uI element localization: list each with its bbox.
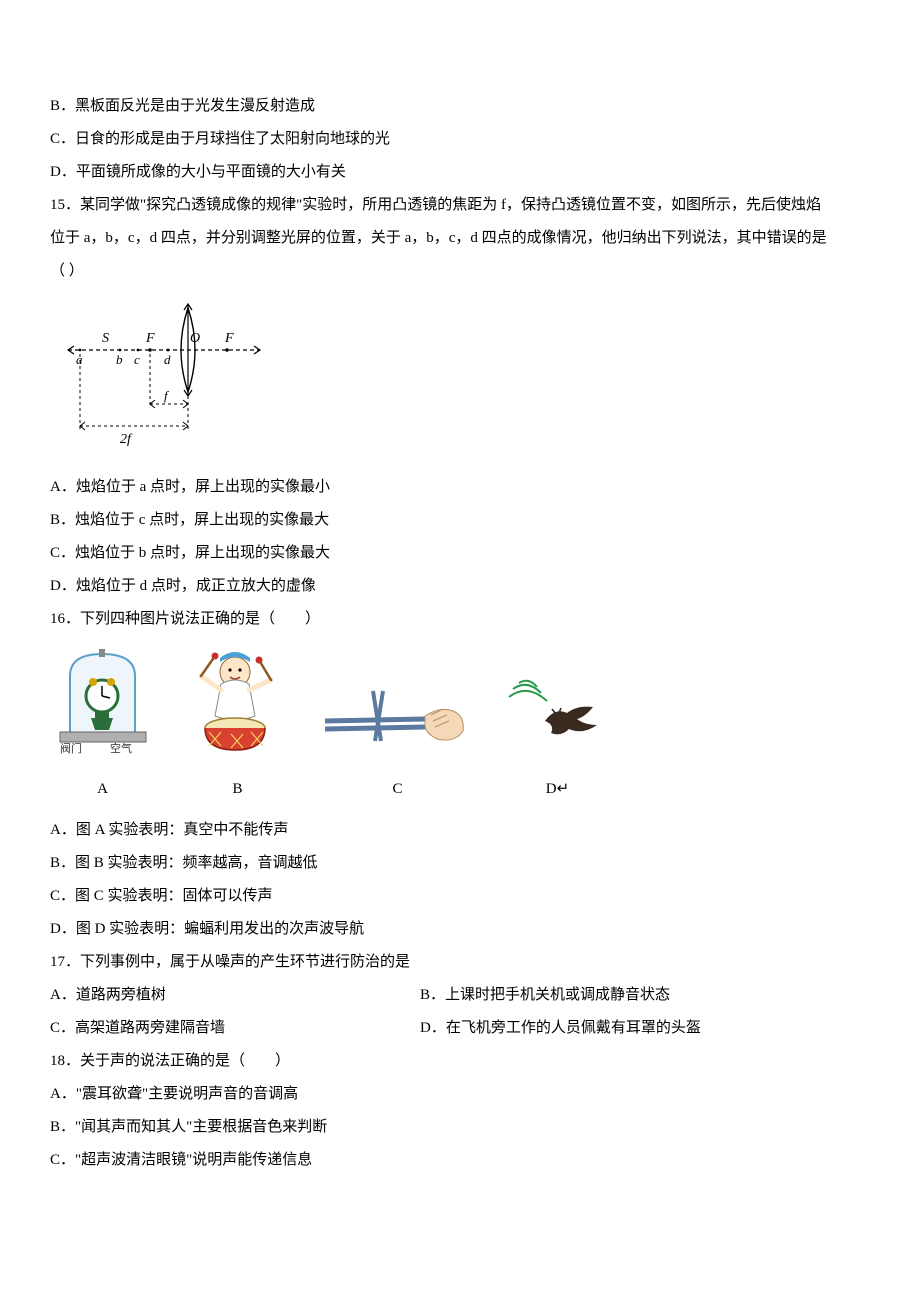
q14-option-c: C．日食的形成是由于月球挡住了太阳射向地球的光 bbox=[50, 123, 870, 156]
q16-image-labels: A B C D↵ bbox=[50, 773, 870, 806]
q15-stem-line3: （ ） bbox=[50, 255, 870, 288]
q16-option-d: D．图 D 实验表明：蝙蝠利用发出的次声波导航 bbox=[50, 913, 870, 946]
q15-label-S: S bbox=[102, 331, 109, 346]
q16-image-c bbox=[325, 681, 470, 769]
q15-label-O: O bbox=[190, 331, 200, 346]
q15-label-F1: F bbox=[145, 331, 155, 346]
q15-diagram: S F O F a b c d f 2f bbox=[60, 300, 870, 463]
q15-option-a: A．烛焰位于 a 点时，屏上出现的实像最小 bbox=[50, 471, 870, 504]
q15-label-F2: F bbox=[224, 331, 234, 346]
q17-option-d: D．在飞机旁工作的人员佩戴有耳罩的头盔 bbox=[420, 1012, 701, 1045]
q17-option-c: C．高架道路两旁建隔音墙 bbox=[50, 1012, 420, 1045]
q16-option-a: A．图 A 实验表明：真空中不能传声 bbox=[50, 814, 870, 847]
q15-label-b: b bbox=[116, 352, 123, 367]
q15-stem-line2: 位于 a，b，c，d 四点，并分别调整光屏的位置，关于 a，b，c，d 四点的成… bbox=[50, 222, 870, 255]
svg-text:阀门: 阀门 bbox=[60, 741, 82, 755]
q18-option-b: B．"闻其声而知其人"主要根据音色来判断 bbox=[50, 1111, 870, 1144]
q15-label-f: f bbox=[164, 388, 170, 403]
q15-stem-line1: 15．某同学做"探究凸透镜成像的规律"实验时，所用凸透镜的焦距为 f，保持凸透镜… bbox=[50, 189, 870, 222]
q16-option-c: C．图 C 实验表明：固体可以传声 bbox=[50, 880, 870, 913]
q16-label-a: A bbox=[55, 773, 150, 806]
q15-option-d: D．烛焰位于 d 点时，成正立放大的虚像 bbox=[50, 570, 870, 603]
q15-option-b: B．烛焰位于 c 点时，屏上出现的实像最大 bbox=[50, 504, 870, 537]
q16-label-d: D↵ bbox=[505, 773, 610, 806]
q18-option-c: C．"超声波清洁眼镜"说明声能传递信息 bbox=[50, 1144, 870, 1177]
q16-image-b bbox=[185, 646, 290, 769]
q16-image-a: 阀门 空气 bbox=[55, 646, 150, 769]
q17-option-a: A．道路两旁植树 bbox=[50, 979, 420, 1012]
q16-image-d bbox=[505, 671, 610, 769]
q15-option-c: C．烛焰位于 b 点时，屏上出现的实像最大 bbox=[50, 537, 870, 570]
q16-label-b: B bbox=[185, 773, 290, 806]
q18-option-a: A．"震耳欲聋"主要说明声音的音调高 bbox=[50, 1078, 870, 1111]
q16-images-row: 阀门 空气 bbox=[50, 646, 870, 769]
q16-option-b: B．图 B 实验表明：频率越高，音调越低 bbox=[50, 847, 870, 880]
q14-option-b: B．黑板面反光是由于光发生漫反射造成 bbox=[50, 90, 870, 123]
q18-stem: 18．关于声的说法正确的是（ ） bbox=[50, 1045, 870, 1078]
q15-label-d: d bbox=[164, 352, 171, 367]
svg-text:空气: 空气 bbox=[110, 741, 132, 755]
q14-option-d: D．平面镜所成像的大小与平面镜的大小有关 bbox=[50, 156, 870, 189]
q16-stem: 16．下列四种图片说法正确的是（ ） bbox=[50, 603, 870, 636]
q17-stem: 17．下列事例中，属于从噪声的产生环节进行防治的是 bbox=[50, 946, 870, 979]
q16-label-c: C bbox=[325, 773, 470, 806]
q17-option-b: B．上课时把手机关机或调成静音状态 bbox=[420, 979, 670, 1012]
q15-label-2f: 2f bbox=[120, 432, 133, 447]
q15-label-c: c bbox=[134, 352, 140, 367]
